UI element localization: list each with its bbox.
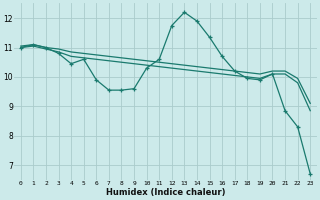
X-axis label: Humidex (Indice chaleur): Humidex (Indice chaleur) <box>106 188 225 197</box>
